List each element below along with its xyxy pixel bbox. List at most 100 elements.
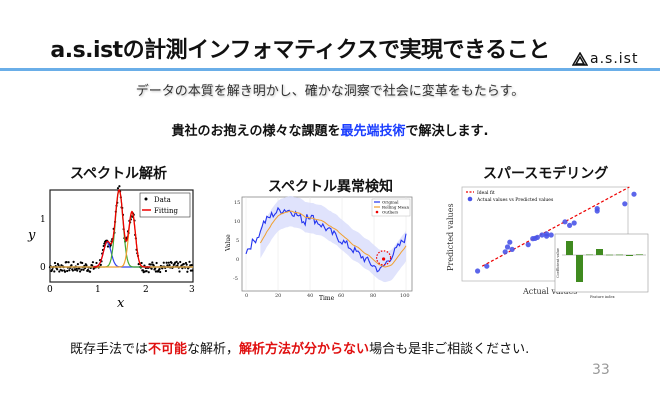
x-axis-label: Actual values (522, 287, 577, 296)
y-tick: 0 (236, 257, 239, 263)
data-point (165, 261, 168, 264)
message-highlight: 最先端技術 (340, 124, 406, 139)
logo-triangle-icon (572, 52, 588, 66)
data-point (53, 261, 57, 265)
original-series-line (245, 206, 407, 273)
data-point (95, 261, 98, 265)
coefficient-bar (576, 255, 583, 282)
coefficient-bar (636, 254, 643, 255)
data-point (86, 268, 90, 272)
data-point (150, 267, 153, 270)
message-text-end: で解決します. (405, 124, 489, 139)
y-tick: 1 (40, 215, 46, 225)
x-tick: 3 (189, 285, 195, 295)
message-text: 貴社のお抱えの様々な課題を (171, 124, 341, 139)
data-point (525, 242, 531, 248)
data-point (85, 264, 88, 267)
data-point (53, 270, 56, 273)
data-point (504, 244, 511, 250)
y-tick: 0 (40, 263, 46, 273)
data-point (484, 263, 490, 269)
logo-text: a.s.ist (590, 51, 639, 67)
data-point (82, 268, 85, 271)
data-point (176, 264, 179, 267)
data-point (80, 268, 83, 271)
data-point (162, 261, 165, 264)
sparse-modeling-figure: Ideal fit Actual values vs Predicted val… (446, 186, 649, 299)
data-point (91, 264, 94, 267)
data-point (76, 269, 79, 272)
y-tick: 15 (234, 200, 240, 206)
data-point (154, 267, 157, 270)
coefficient-bar (566, 241, 573, 255)
data-point (185, 263, 188, 266)
data-point (106, 245, 110, 248)
y-tick: 5 (236, 238, 239, 244)
legend-rolling-label: Rolling Mean (382, 205, 410, 210)
legend-original-label: Original (382, 200, 399, 205)
x-tick: 2 (143, 285, 149, 295)
data-point (158, 267, 161, 271)
data-point (179, 260, 182, 264)
data-point (152, 264, 155, 267)
data-point (176, 262, 180, 265)
data-point (622, 201, 628, 207)
data-point (151, 261, 154, 264)
data-point (190, 264, 193, 267)
data-point (88, 270, 92, 273)
data-point (159, 270, 162, 274)
data-point (147, 271, 150, 274)
x-tick: 100 (400, 293, 410, 299)
subtitle: データの本質を解き明かし、確かな洞察で社会に変革をもたらす。 (135, 84, 525, 99)
closing-message: 既存手法では不可能な解析，解析方法が分からない場合も是非ご相談ください. (70, 338, 529, 357)
inset-x-label: Feature index (590, 295, 615, 299)
outlier-point (382, 257, 386, 261)
legend-data-marker (144, 197, 148, 201)
y-axis-label: Predicted values (446, 203, 455, 271)
component-peak-3 (50, 210, 194, 268)
x-tick: 20 (275, 293, 281, 299)
y-axis-label: Value (225, 234, 232, 252)
closing-highlight-unknown: 解析方法が分からない (239, 342, 370, 357)
data-point (502, 249, 508, 255)
x-tick: 1 (95, 285, 101, 295)
data-point (507, 239, 513, 245)
data-point (188, 260, 191, 263)
x-axis-label: x (117, 296, 125, 311)
inset-y-label: Coefficient value (556, 248, 560, 278)
y-axis-label: y (27, 228, 36, 243)
coefficient-bar (606, 254, 613, 256)
data-point (168, 264, 171, 267)
coefficient-bar (626, 255, 633, 256)
data-point (534, 234, 540, 240)
x-tick: 0 (245, 293, 248, 299)
data-point (81, 261, 84, 265)
legend-points-marker (467, 196, 473, 202)
closing-text: 既存手法では (70, 342, 149, 357)
x-tick: 60 (338, 293, 344, 299)
data-point (51, 268, 54, 271)
data-point (109, 243, 112, 247)
closing-highlight-impossible: 不可能 (148, 342, 188, 357)
data-point (186, 270, 189, 273)
data-point (78, 267, 81, 270)
data-point (166, 264, 169, 267)
coefficient-bar (616, 254, 623, 256)
data-point (475, 268, 481, 274)
data-point (178, 270, 181, 273)
section-label-sparse-modeling: スパースモデリング (483, 166, 609, 182)
data-point (562, 219, 568, 225)
company-logo: a.s.ist (572, 51, 638, 67)
data-point (61, 269, 64, 272)
data-point (78, 270, 82, 273)
data-point (509, 246, 515, 252)
key-message: 貴社のお抱えの様々な課題を最先端技術で解決します. (0, 120, 660, 139)
data-point (191, 269, 194, 272)
data-point (65, 260, 68, 264)
data-point (594, 208, 600, 214)
data-point (57, 264, 60, 267)
data-point (175, 260, 178, 263)
legend-points-label: Actual values vs Predicted values (476, 197, 554, 203)
spectrum-fit-figure: Data Fitting 0 1 2 3 0 1 x y (27, 185, 195, 311)
data-point (76, 263, 80, 266)
